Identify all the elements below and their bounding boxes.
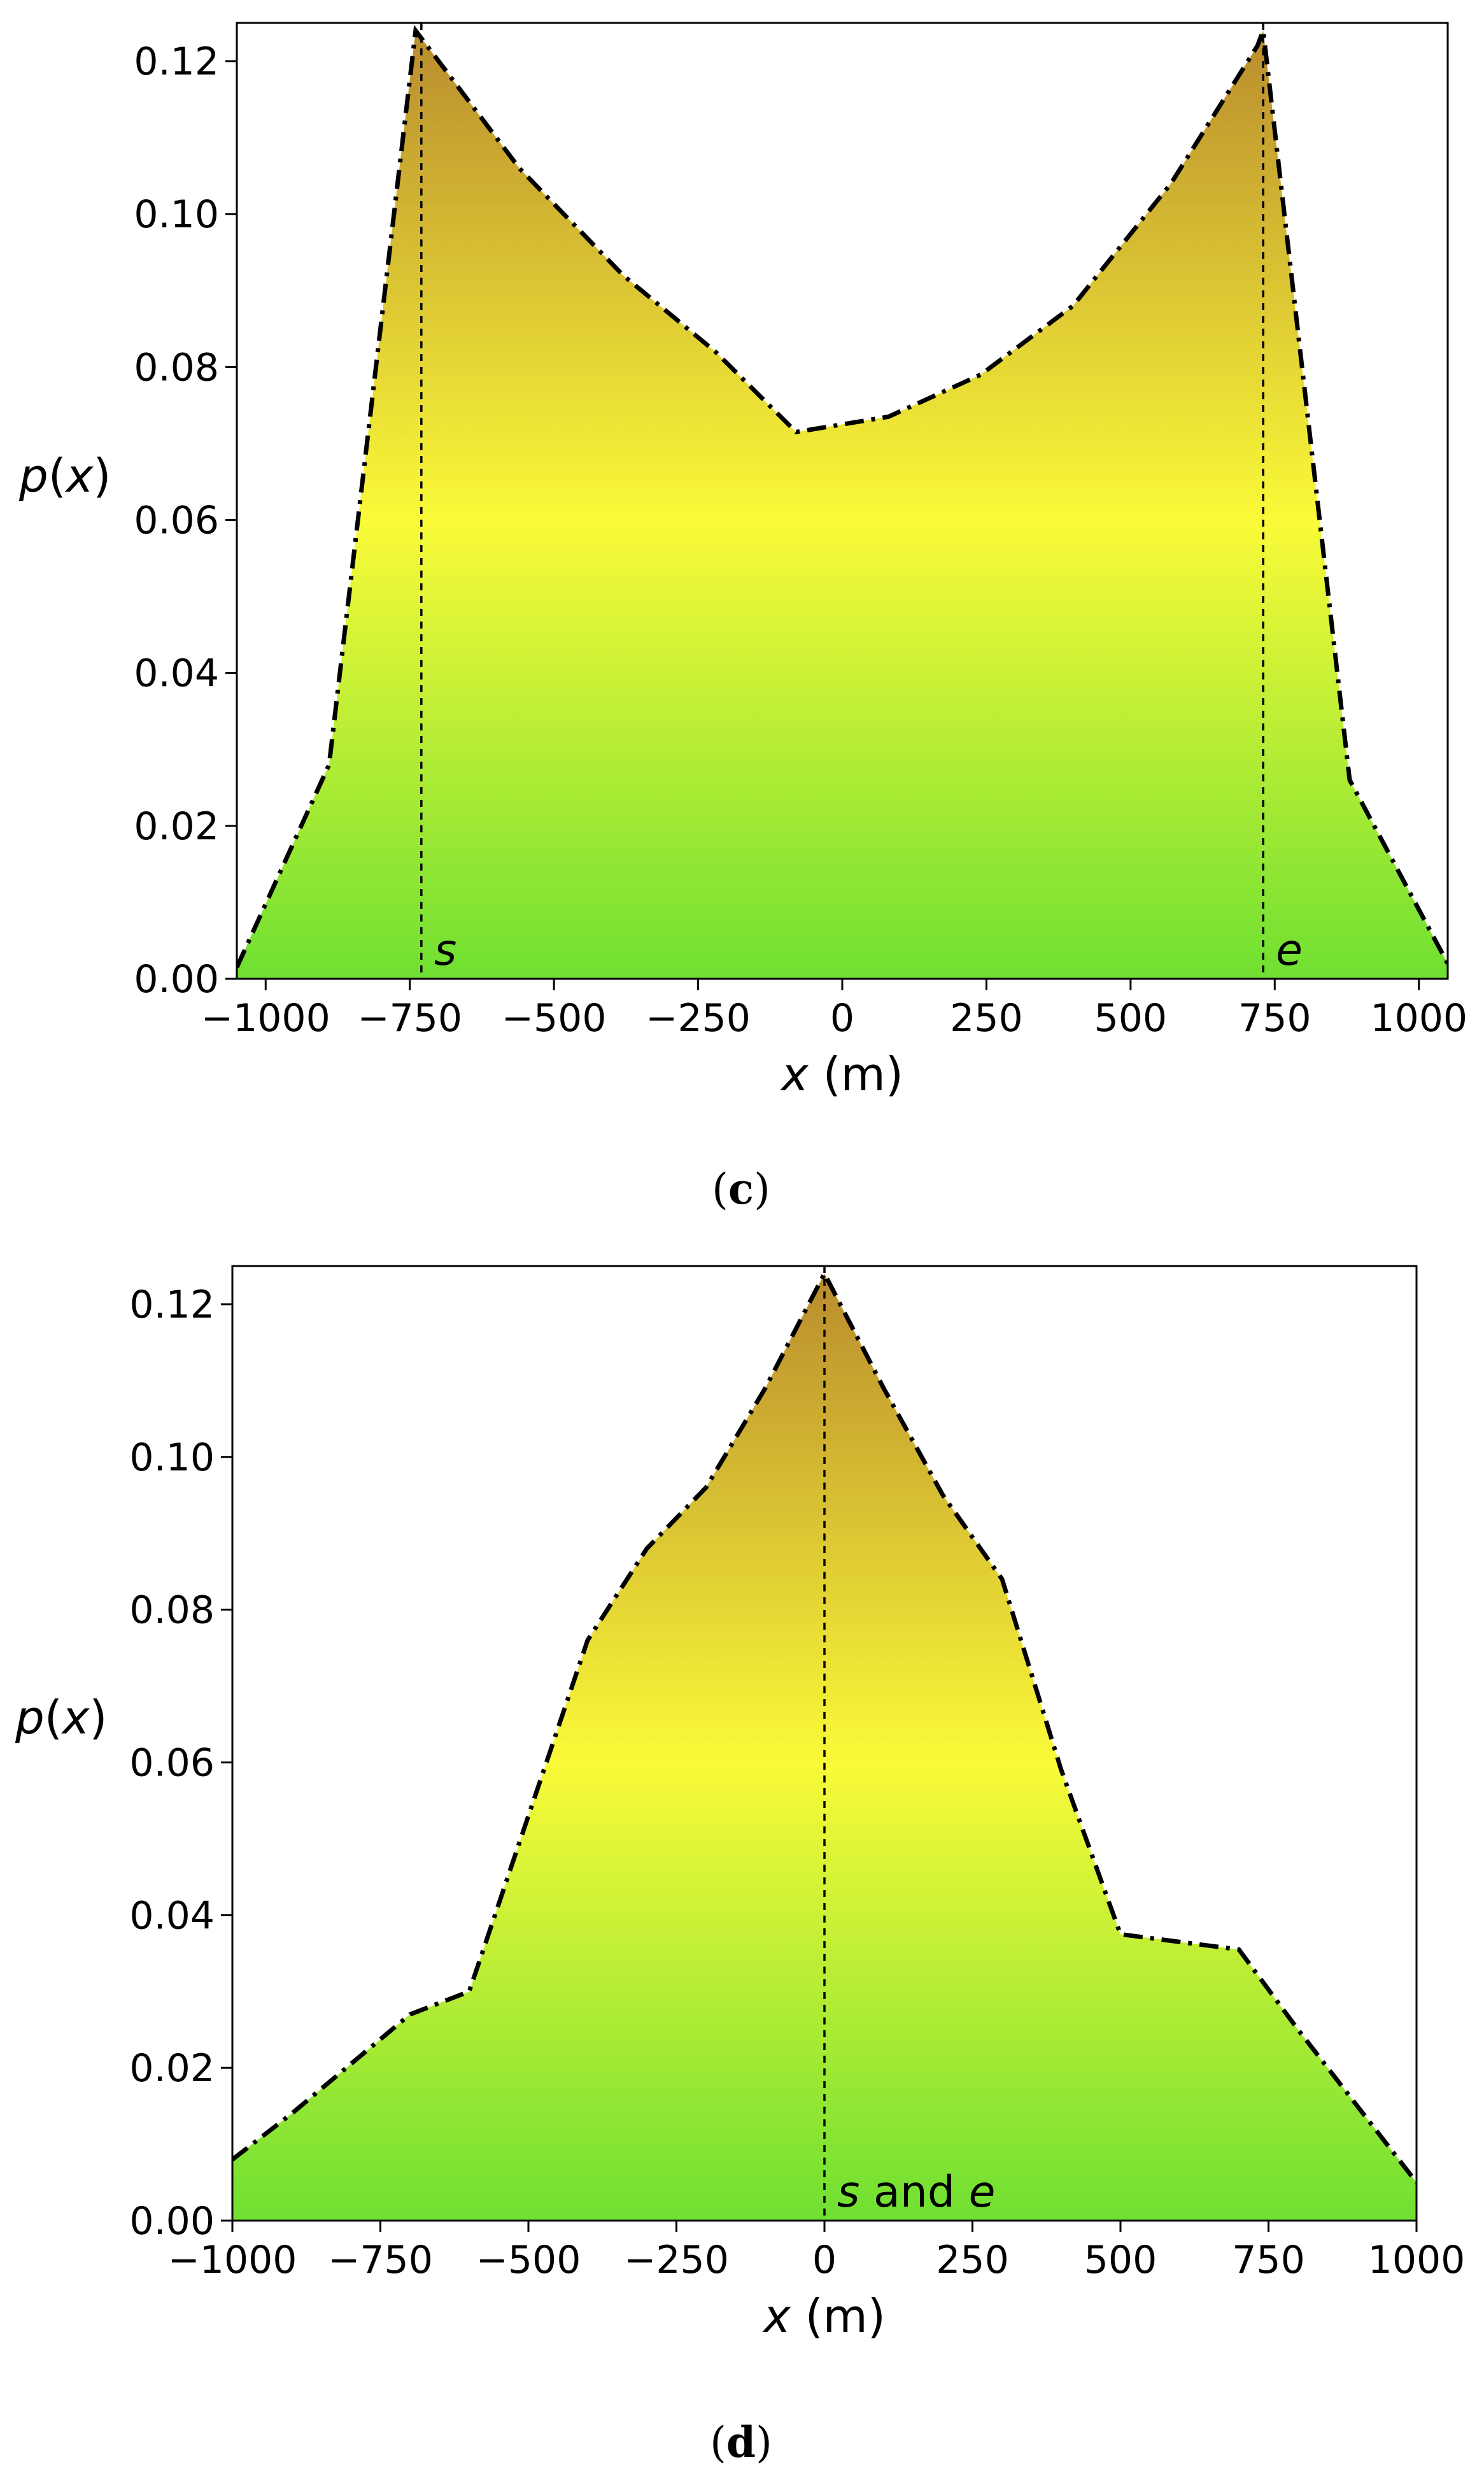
x-tick-label: 1000 bbox=[1368, 2238, 1466, 2282]
panel-label-d: (d) bbox=[710, 2417, 772, 2467]
y-tick-label: 0.02 bbox=[134, 804, 219, 849]
y-ticks-c: 0.00 0.02 0.04 0.06 0.08 0.10 0.12 bbox=[134, 39, 237, 1002]
vlines-c bbox=[420, 23, 1264, 979]
y-tick-label: 0.00 bbox=[134, 957, 219, 1002]
density-line-d bbox=[232, 1269, 1417, 2184]
y-tick-label: 0.08 bbox=[129, 1588, 215, 1633]
x-ticks-c: −1000 −750 −500 −250 0 250 500 750 1000 bbox=[201, 979, 1467, 1041]
x-tick-label: 250 bbox=[936, 2238, 1009, 2282]
x-axis-label-d: x (m) bbox=[762, 2289, 886, 2343]
vline-label: e bbox=[1276, 925, 1303, 976]
y-tick-label: 0.10 bbox=[134, 192, 219, 237]
density-area-d bbox=[232, 1274, 1417, 2221]
x-tick-label: 0 bbox=[812, 2238, 837, 2282]
y-ticks-d: 0.00 0.02 0.04 0.06 0.08 0.10 0.12 bbox=[129, 1283, 232, 2244]
x-tick-label: −500 bbox=[502, 996, 607, 1041]
x-tick-label: 0 bbox=[830, 996, 854, 1041]
y-tick-label: 0.04 bbox=[129, 1893, 215, 1938]
vline-label: s and e bbox=[837, 2167, 995, 2217]
vline-labels-d: s and e bbox=[837, 2167, 995, 2217]
density-area-c bbox=[237, 31, 1448, 979]
y-tick-label: 0.06 bbox=[129, 1740, 215, 1785]
y-tick-label: 0.12 bbox=[134, 39, 219, 84]
chart-panel-c: 0.00 0.02 0.04 0.06 0.08 0.10 0.12 −1000 −750 −5… bbox=[18, 22, 1467, 1214]
y-tick-label: 0.02 bbox=[129, 2046, 215, 2091]
x-tick-label: −500 bbox=[476, 2238, 581, 2282]
x-tick-label: 500 bbox=[1094, 996, 1168, 1041]
y-tick-label: 0.04 bbox=[134, 651, 219, 696]
x-tick-label: −750 bbox=[328, 2238, 433, 2282]
y-tick-label: 0.00 bbox=[129, 2199, 215, 2244]
x-tick-label: −250 bbox=[646, 996, 751, 1041]
x-tick-label: −1000 bbox=[201, 996, 330, 1041]
y-tick-label: 0.08 bbox=[134, 345, 219, 390]
x-tick-label: 250 bbox=[950, 996, 1023, 1041]
x-axis-label-c: x (m) bbox=[780, 1048, 903, 1101]
y-tick-label: 0.06 bbox=[134, 499, 219, 543]
x-tick-label: 750 bbox=[1232, 2238, 1305, 2282]
chart-panel-d: 0.00 0.02 0.04 0.06 0.08 0.10 0.12 −1000 −750 −5… bbox=[15, 1265, 1466, 2467]
y-axis-label-c: p(x) bbox=[18, 449, 111, 502]
x-tick-label: 500 bbox=[1084, 2238, 1157, 2282]
x-tick-label: −750 bbox=[357, 996, 462, 1041]
x-tick-label: 1000 bbox=[1370, 996, 1467, 1041]
y-axis-label-d: p(x) bbox=[15, 1691, 108, 1744]
y-tick-label: 0.12 bbox=[129, 1283, 215, 1327]
x-tick-label: −250 bbox=[624, 2238, 729, 2282]
vline-label: s bbox=[434, 925, 456, 976]
x-tick-label: 750 bbox=[1238, 996, 1311, 1041]
x-tick-label: −1000 bbox=[168, 2238, 297, 2282]
panel-label-c: (c) bbox=[712, 1164, 770, 1214]
x-ticks-d: −1000 −750 −500 −250 0 250 500 750 1000 bbox=[168, 2221, 1466, 2282]
y-tick-label: 0.10 bbox=[129, 1435, 215, 1480]
